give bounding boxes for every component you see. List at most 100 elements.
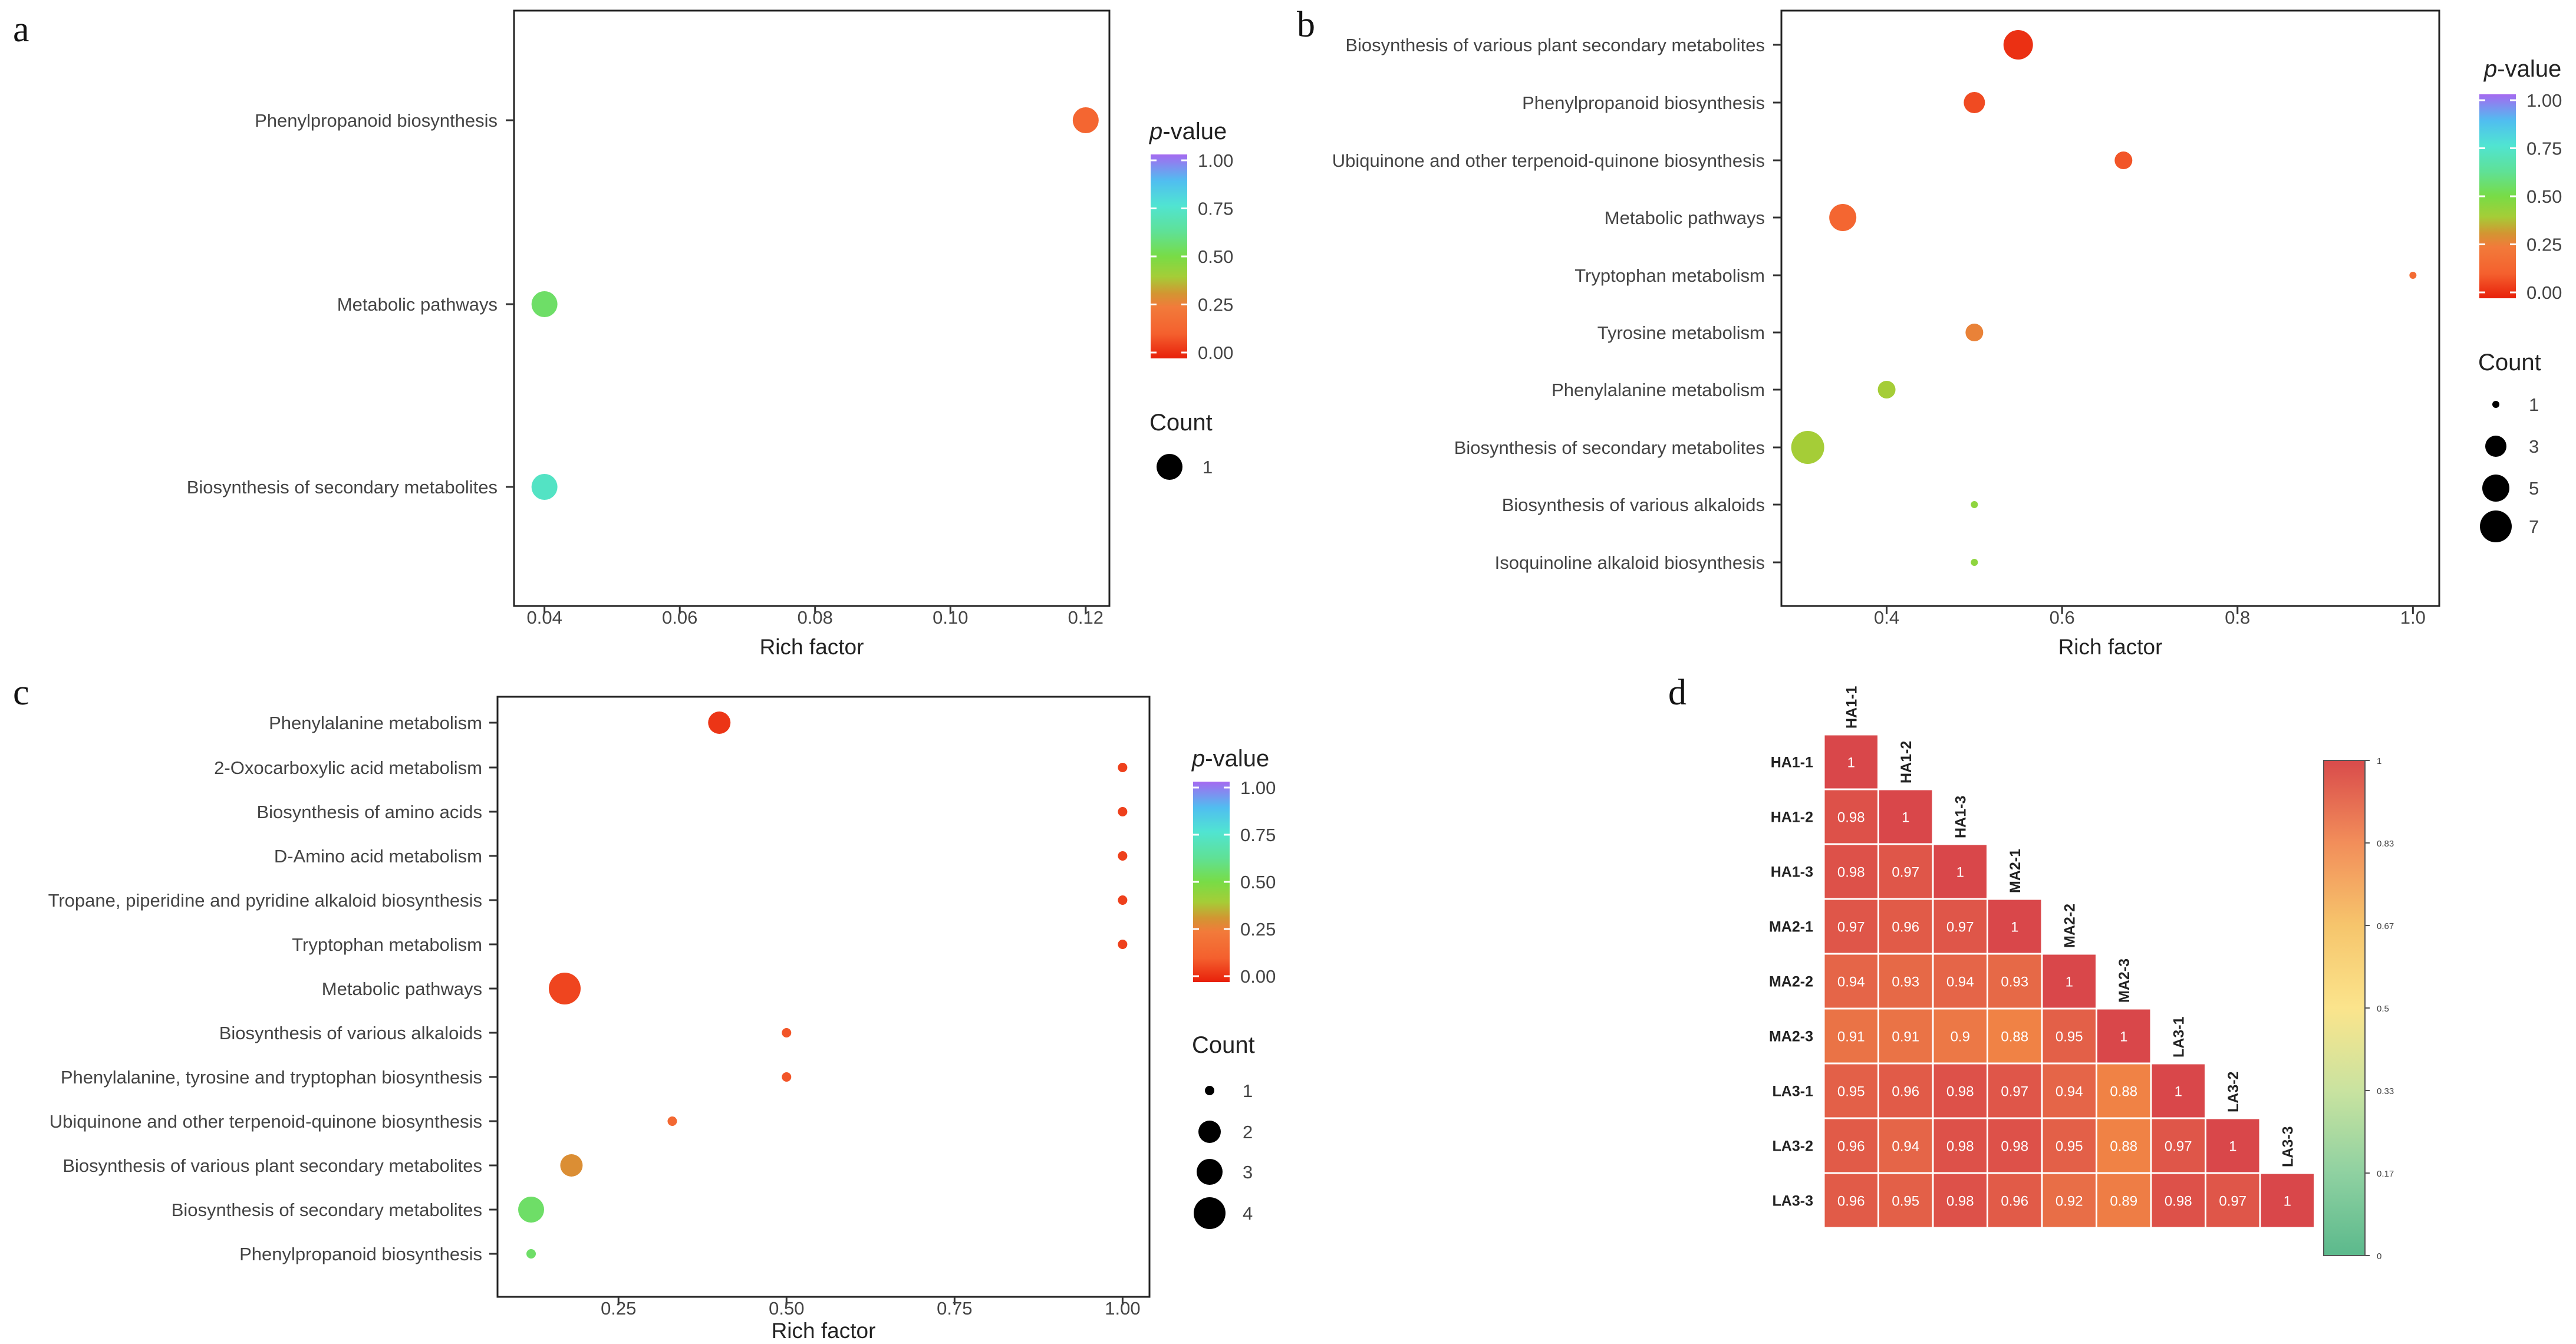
heatmap-col-label: MA2-3 — [2116, 958, 2133, 1003]
heatmap-cell — [1823, 843, 1879, 900]
heatmap-cell-value: 0.98 — [2165, 1194, 2192, 1210]
data-point — [1791, 431, 1824, 464]
heatmap-row-label: MA2-1 — [1769, 919, 1813, 935]
heatmap-cell-value: 0.88 — [2110, 1139, 2137, 1155]
y-tick-label: Phenylalanine, tyrosine and tryptophan b… — [61, 1067, 482, 1088]
heatmap-cell-value: 0.97 — [1892, 865, 1919, 881]
heatmap-cell — [2259, 1172, 2315, 1229]
y-tick-label: Tryptophan metabolism — [292, 934, 482, 955]
heatmap-colorbar-label: 1 — [2377, 756, 2381, 766]
count-legend-dot — [1197, 1159, 1223, 1185]
colorbar-tick-label: 0.50 — [2526, 186, 2562, 207]
heatmap-cell — [1823, 788, 1879, 845]
heatmap-cell-value: 1 — [2175, 1084, 2182, 1100]
y-tick-label: Phenylpropanoid biosynthesis — [1522, 93, 1765, 113]
data-point — [526, 1249, 536, 1259]
heatmap-cell-value: 0.89 — [2110, 1194, 2137, 1210]
y-tick-label: Biosynthesis of secondary metabolites — [172, 1200, 482, 1220]
count-legend-dot — [1205, 1086, 1214, 1095]
count-legend-label: 5 — [2529, 478, 2539, 499]
data-point — [2409, 272, 2417, 279]
heatmap-cell-value: 0.97 — [2219, 1194, 2246, 1210]
y-tick-label: Metabolic pathways — [322, 979, 482, 999]
heatmap-cell — [1823, 1172, 1879, 1229]
heatmap-cell-value: 0.97 — [1837, 920, 1865, 935]
heatmap-cell — [2096, 1062, 2152, 1119]
x-tick-label: 0.25 — [601, 1298, 636, 1319]
count-legend-dot — [2492, 401, 2499, 408]
heatmap-cell-value: 0.96 — [2001, 1194, 2028, 1210]
y-tick-label: Biosynthesis of secondary metabolites — [1454, 437, 1765, 458]
heatmap-row-label: MA2-2 — [1769, 974, 1813, 990]
heatmap-cell-value: 0.95 — [2055, 1029, 2083, 1045]
data-point — [1965, 324, 1984, 341]
heatmap-colorbar-label: 0.5 — [2377, 1004, 2389, 1014]
heatmap-colorbar — [2323, 760, 2366, 1256]
y-tick-label: Ubiquinone and other terpenoid-quinone b… — [50, 1111, 482, 1132]
heatmap-cell-value: 0.95 — [1837, 1084, 1865, 1100]
heatmap-cell-value: 1 — [1956, 865, 1964, 881]
data-point — [1964, 92, 1985, 113]
count-legend-label: 3 — [2529, 436, 2539, 457]
x-tick-label: 0.8 — [2225, 607, 2250, 628]
heatmap-cell — [2041, 953, 2097, 1010]
heatmap-col-label: HA1-3 — [1952, 796, 1969, 838]
count-legend-title: Count — [1192, 1032, 1255, 1058]
heatmap-cell — [1932, 1172, 1988, 1229]
heatmap-cell-value: 0.95 — [2055, 1139, 2083, 1155]
count-legend-label: 7 — [2529, 516, 2539, 537]
y-tick-label: Phenylalanine metabolism — [269, 713, 482, 733]
x-tick-label: 0.04 — [526, 607, 562, 628]
heatmap-cell-value: 0.94 — [1892, 1139, 1919, 1155]
data-point — [1118, 807, 1128, 816]
panel-label-c: c — [13, 673, 29, 713]
heatmap-cell — [1877, 1117, 1934, 1174]
heatmap-cell-value: 1 — [2120, 1029, 2127, 1045]
heatmap-col-label: LA3-3 — [2279, 1126, 2296, 1167]
panel-label-b: b — [1297, 5, 1315, 45]
heatmap-cell-value: 0.92 — [2055, 1194, 2083, 1210]
heatmap-cell-value: 0.98 — [1946, 1139, 1974, 1155]
y-tick-label: Metabolic pathways — [337, 294, 498, 315]
heatmap-cell — [1932, 898, 1988, 955]
heatmap-cell-value: 0.9 — [1951, 1029, 1970, 1045]
heatmap-cell-value: 0.98 — [2001, 1139, 2028, 1155]
heatmap-cell — [1877, 1172, 1934, 1229]
data-point — [1971, 559, 1978, 566]
heatmap-cell-value: 1 — [2011, 920, 2018, 935]
count-legend-dot — [1157, 454, 1182, 480]
data-point — [1829, 204, 1857, 231]
x-tick-label: 0.10 — [933, 607, 968, 628]
count-legend-dot — [2480, 510, 2512, 542]
heatmap-cell-value: 0.96 — [1892, 1084, 1919, 1100]
heatmap-cell — [2150, 1062, 2206, 1119]
heatmap-cell-value: 0.97 — [2165, 1139, 2192, 1155]
x-axis-title: Rich factor — [760, 635, 864, 659]
heatmap-cell-value: 1 — [2229, 1139, 2236, 1155]
data-point — [549, 973, 581, 1004]
count-legend-label: 4 — [1243, 1203, 1253, 1224]
heatmap-cell — [1987, 1007, 2043, 1065]
data-point — [531, 474, 558, 500]
colorbar-tick-label: 1.00 — [2526, 90, 2562, 111]
heatmap-cell-value: 0.96 — [1837, 1139, 1865, 1155]
pvalue-colorbar — [1151, 154, 1187, 358]
heatmap-cell-value: 0.98 — [1837, 810, 1865, 826]
heatmap-cell-value: 0.98 — [1946, 1084, 1974, 1100]
heatmap-cell — [2096, 1007, 2152, 1065]
heatmap-cell-value: 0.91 — [1892, 1029, 1919, 1045]
data-point — [560, 1154, 583, 1177]
heatmap-cell-value: 0.94 — [1946, 974, 1974, 990]
x-tick-label: 0.08 — [798, 607, 833, 628]
data-point — [518, 1197, 545, 1223]
x-tick-label: 0.12 — [1068, 607, 1103, 628]
heatmap-row-label: HA1-2 — [1771, 809, 1813, 826]
heatmap-cell-value: 0.93 — [2001, 974, 2028, 990]
heatmap-cell — [2205, 1117, 2261, 1174]
panel-d: d HA1-1 1 HA1-1 HA1-2 0.98 1 HA1-2 HA1-3 0.98 0.97… — [1668, 673, 2394, 1261]
heatmap-cell — [1877, 788, 1934, 845]
heatmap-cell — [1932, 1007, 1988, 1065]
x-tick-label: 1.0 — [2400, 607, 2426, 628]
panel-b: b Biosynthesis of various plant secondary… — [1297, 5, 2562, 659]
data-point — [1072, 107, 1099, 133]
